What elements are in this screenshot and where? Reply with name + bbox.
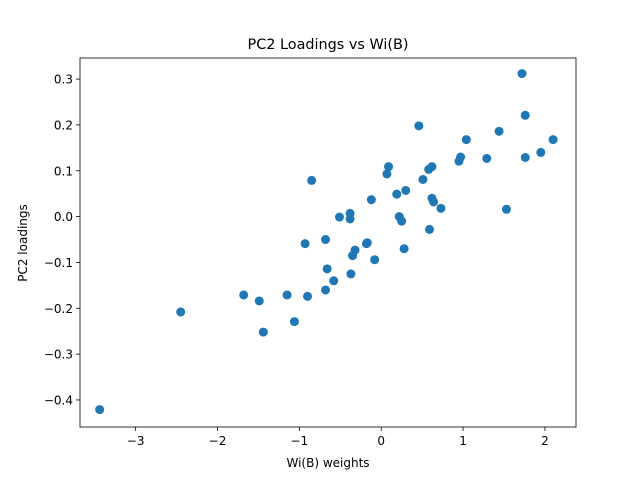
y-tick-label: −0.4 (44, 393, 73, 407)
x-axis: −3 −2 −1 0 1 2 (127, 427, 549, 448)
scatter-point-23 (370, 255, 380, 265)
x-tick-label: −3 (127, 434, 145, 448)
scatter-point-13 (329, 276, 339, 286)
y-tick-label: 0.3 (54, 73, 73, 87)
scatter-point-12 (321, 235, 331, 245)
scatter-point-17 (346, 269, 356, 279)
scatter-point-41 (461, 135, 471, 145)
scatter-point-31 (414, 121, 424, 131)
scatter-point-29 (399, 244, 409, 254)
scatter-point-10 (321, 285, 331, 295)
x-axis-label: Wi(B) weights (286, 456, 369, 470)
scatter-point-0 (95, 405, 105, 415)
scatter-point-16 (345, 214, 355, 224)
scatter-point-45 (517, 69, 527, 79)
scatter-point-19 (350, 245, 360, 255)
scatter-point-42 (482, 153, 492, 163)
y-tick-label: 0.2 (54, 118, 73, 132)
scatter-point-21 (362, 238, 372, 248)
scatter-point-37 (429, 197, 439, 207)
x-tick-label: 2 (541, 434, 549, 448)
scatter-point-8 (300, 239, 310, 249)
scatter-point-47 (520, 152, 530, 162)
scatter-point-1 (176, 307, 186, 317)
scatter-point-6 (289, 317, 299, 327)
scatter-point-48 (536, 147, 546, 157)
scatter-point-40 (456, 152, 466, 162)
scatter-point-38 (436, 203, 446, 213)
scatter-point-25 (384, 162, 394, 172)
x-tick-label: 0 (377, 434, 385, 448)
scatter-point-32 (418, 174, 428, 184)
scatter-point-36 (427, 162, 437, 172)
scatter-point-11 (322, 264, 332, 274)
plot-area-frame (79, 57, 577, 428)
scatter-point-4 (258, 327, 268, 337)
scatter-point-2 (239, 290, 249, 300)
scatter-point-3 (254, 296, 264, 306)
scatter-point-34 (424, 224, 434, 234)
y-tick-label: −0.2 (44, 302, 73, 316)
scatter-point-5 (282, 290, 292, 300)
scatter-point-49 (548, 135, 558, 145)
points-layer (95, 69, 558, 415)
x-tick-label: −1 (291, 434, 309, 448)
y-tick-label: 0.1 (54, 164, 73, 178)
scatter-point-43 (494, 126, 504, 136)
scatter-point-26 (392, 189, 402, 199)
scatter-point-7 (303, 291, 313, 301)
scatter-point-44 (501, 204, 511, 214)
y-axis: −0.4 −0.3 −0.2 −0.1 0.0 0.1 0.2 0.3 (44, 73, 80, 407)
y-tick-label: −0.3 (44, 348, 73, 362)
scatter-point-22 (366, 195, 376, 205)
chart-title: PC2 Loadings vs Wi(B) (248, 37, 409, 53)
y-axis-label: PC2 loadings (16, 204, 30, 282)
y-tick-label: −0.1 (44, 256, 73, 270)
y-tick-label: 0.0 (54, 210, 73, 224)
scatter-point-9 (307, 175, 317, 185)
scatter-point-14 (334, 212, 344, 222)
scatter-point-24 (382, 169, 392, 179)
x-tick-label: −2 (209, 434, 227, 448)
scatter-point-46 (520, 110, 530, 120)
x-tick-label: 1 (459, 434, 467, 448)
scatter-point-30 (401, 185, 411, 195)
scatter-point-28 (397, 216, 407, 226)
